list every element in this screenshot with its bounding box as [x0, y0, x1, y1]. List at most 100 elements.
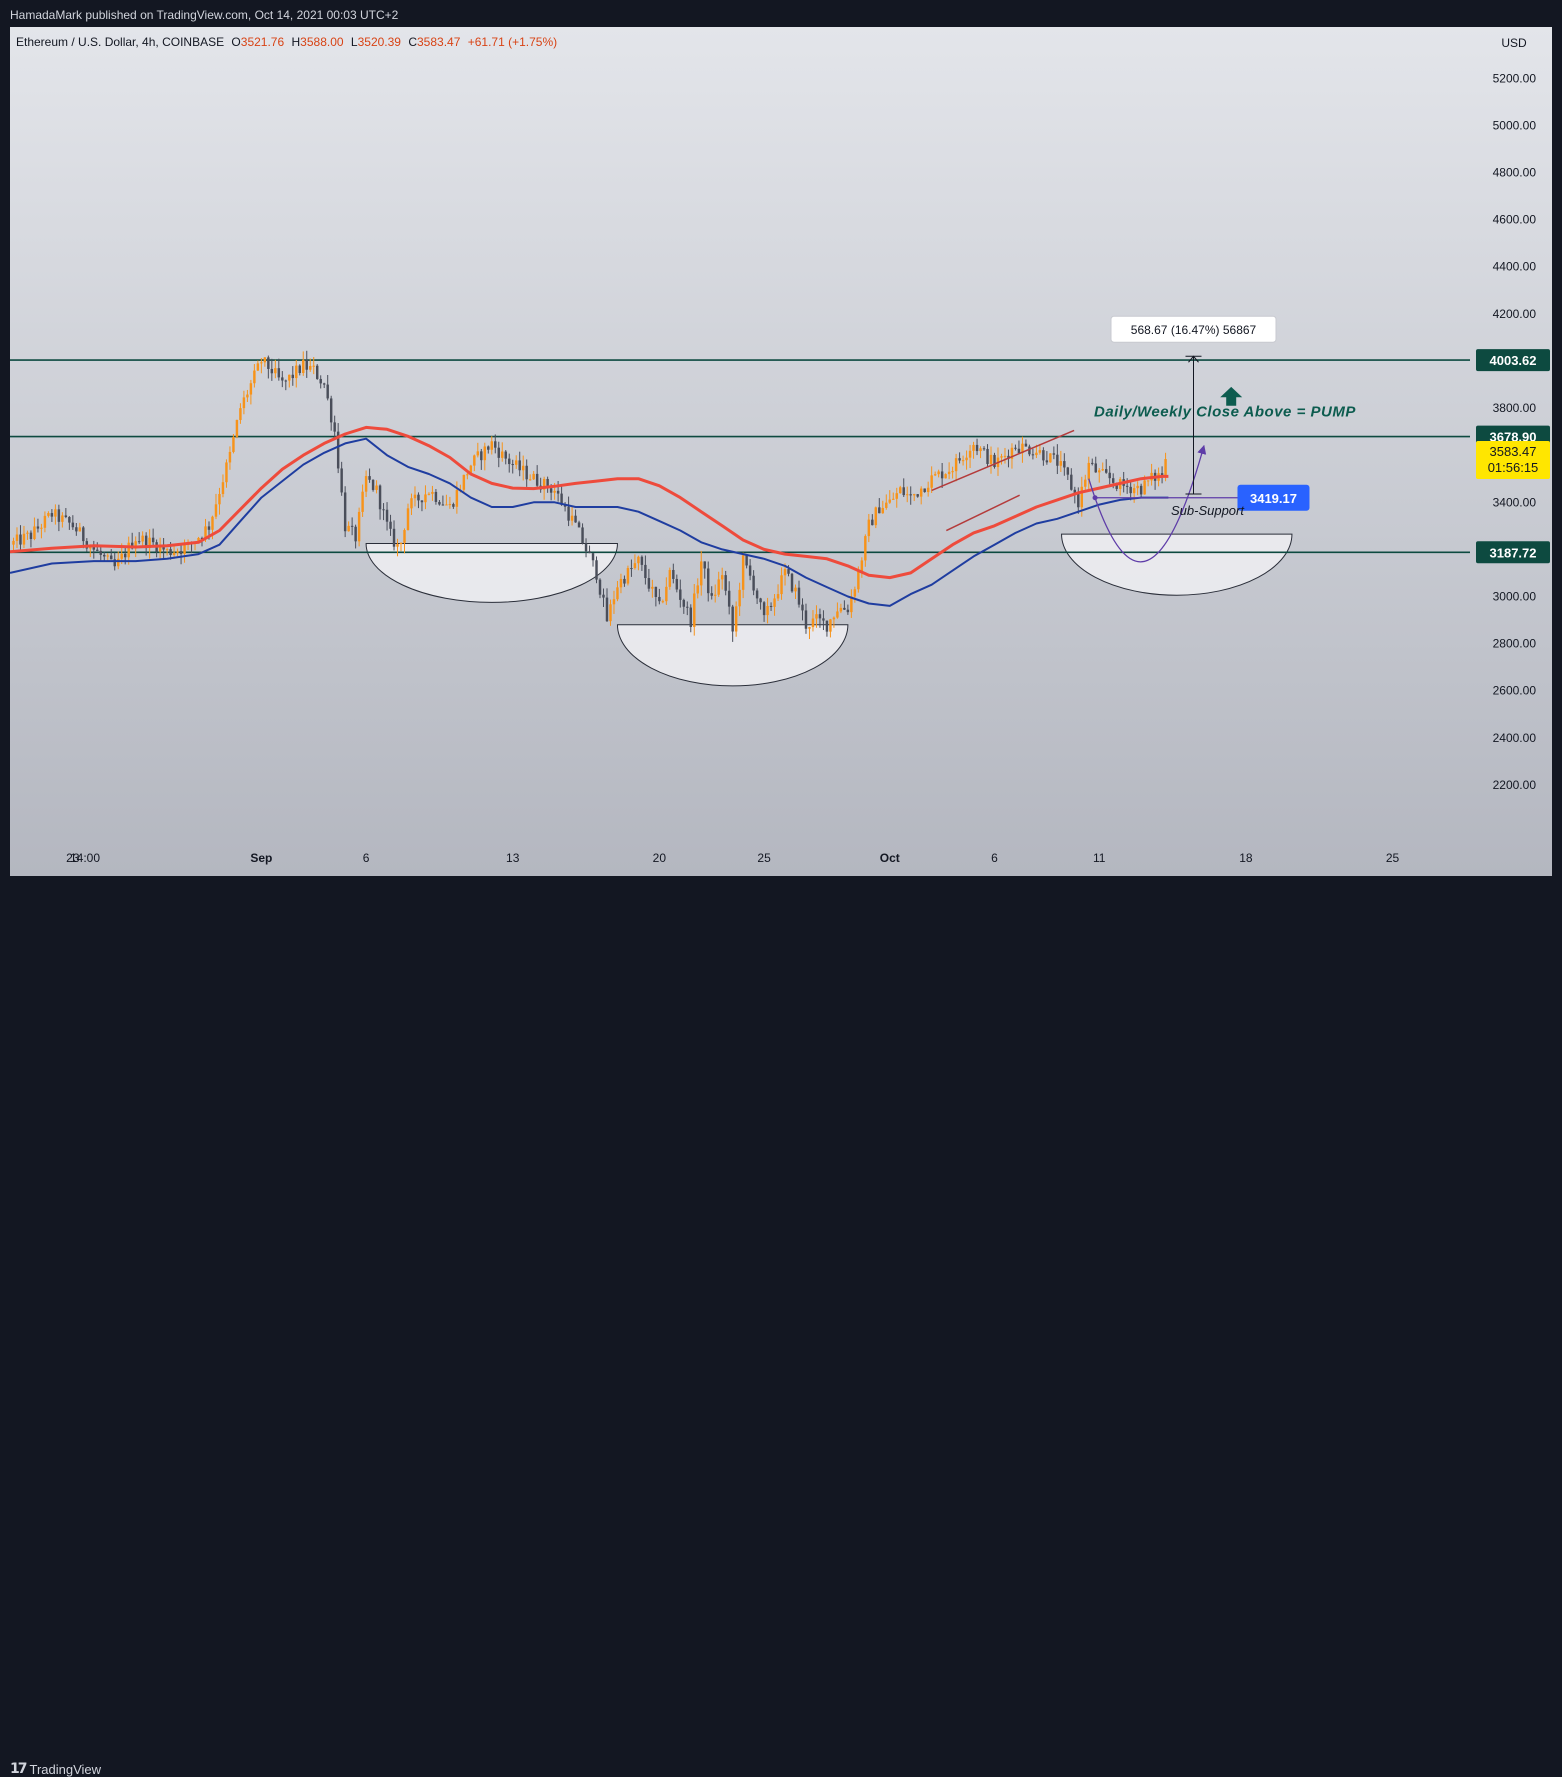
cup-pattern-0 [365, 542, 618, 603]
candle-body-0 [12, 540, 15, 545]
candle-body-11 [50, 513, 54, 517]
candle-body-280 [989, 454, 993, 464]
y-tick-label-14: 5000.00 [1493, 118, 1537, 132]
sub-support-price-callout[interactable] [1237, 484, 1310, 511]
price-chart[interactable]: 3419.17 Sub-Support 568.67 (16.47%) 56867 D… [10, 27, 1552, 876]
candle-body-301 [1063, 461, 1066, 468]
candle-body-39 [148, 537, 151, 549]
candle-body-153 [546, 478, 549, 489]
candle-body-116 [417, 494, 420, 501]
candle-body-250 [885, 502, 888, 508]
candle-body-264 [933, 474, 937, 476]
candle-body-316 [1115, 482, 1118, 489]
candle-body-266 [940, 471, 944, 479]
candle-body-311 [1098, 470, 1101, 473]
candle-body-315 [1111, 478, 1115, 483]
candle-body-49 [183, 544, 186, 554]
candle-body-166 [591, 553, 595, 561]
horizontal-levels[interactable] [10, 359, 1470, 554]
candle-body-27 [106, 555, 109, 557]
tradingview-logo-icon: 17 [10, 1761, 28, 1777]
y-tick-label-13: 4800.00 [1493, 166, 1537, 180]
sub-support-anchor[interactable] [1092, 495, 1098, 501]
footer-bar: 17 TradingView [0, 876, 1562, 1777]
candle-body-100 [361, 491, 364, 512]
candle-body-4 [26, 532, 29, 534]
candle-body-254 [899, 487, 902, 494]
candle-body-77 [281, 377, 284, 381]
candle-body-213 [755, 590, 759, 599]
candle-body-157 [560, 493, 563, 505]
cup-pattern-1 [616, 624, 849, 687]
candle-body-9 [43, 515, 47, 528]
tradingview-logo[interactable]: 17 TradingView [10, 1761, 101, 1777]
candle-body-199 [707, 568, 710, 594]
candle-body-129 [462, 474, 466, 490]
candle-body-33 [127, 542, 130, 558]
legend-open-key: O [231, 35, 240, 49]
candle-body-30 [117, 558, 120, 567]
y-tick-label-8: 3800.00 [1493, 401, 1537, 415]
candle-body-186 [661, 601, 665, 603]
x-tick-label-0: 23 [66, 851, 80, 865]
candle-body-262 [926, 487, 930, 493]
candle-body-247 [874, 507, 878, 526]
candle-body-57 [211, 516, 214, 530]
x-tick-label-10: 18 [1239, 851, 1253, 865]
candle-body-198 [703, 561, 706, 569]
candle-body-122 [438, 501, 441, 505]
y-tick-label-1: 2400.00 [1493, 731, 1537, 745]
candle-body-126 [452, 504, 455, 507]
candle-body-325 [1146, 480, 1150, 482]
measure-arrow-head [1188, 355, 1199, 363]
candle-body-61 [225, 462, 228, 483]
candle-body-260 [919, 488, 923, 497]
candle-body-197 [700, 561, 703, 586]
candle-body-46 [172, 552, 176, 555]
candle-body-136 [487, 446, 490, 450]
candle-body-110 [396, 544, 399, 547]
y-tick-label-10: 4200.00 [1493, 307, 1537, 321]
candle-body-241 [853, 589, 857, 597]
candle-body-290 [1024, 443, 1028, 447]
candle-body-251 [888, 499, 891, 503]
candle-body-48 [179, 551, 183, 554]
candle-body-63 [232, 436, 235, 452]
pump-annotation: Daily/Weekly Close Above = PUMP [1094, 403, 1356, 420]
measure-label-box[interactable] [1110, 315, 1277, 343]
candle-body-101 [364, 476, 368, 492]
candle-body-161 [574, 515, 577, 523]
channel-top-line[interactable] [931, 429, 1075, 492]
candle-body-35 [134, 541, 137, 549]
candle-body-286 [1010, 447, 1014, 459]
current-price-text: 3583.47 [1490, 444, 1537, 459]
candle-body-246 [871, 519, 874, 526]
candle-body-154 [549, 488, 553, 493]
candle-body-105 [378, 485, 382, 510]
candle-body-3 [22, 533, 26, 545]
candle-body-170 [605, 597, 609, 622]
candle-body-243 [860, 560, 864, 572]
candle-body-252 [892, 498, 895, 500]
candle-body-303 [1070, 474, 1073, 490]
candle-body-141 [504, 451, 507, 459]
candle-body-148 [528, 479, 532, 481]
candle-body-205 [727, 590, 731, 607]
channel-bottom-line[interactable] [946, 494, 1020, 532]
candle-body-87 [315, 365, 319, 379]
candle-body-155 [553, 490, 556, 493]
candle-body-220 [780, 575, 783, 595]
candle-body-23 [92, 546, 96, 550]
candle-body-25 [99, 550, 102, 555]
candle-body-288 [1017, 448, 1021, 454]
y-tick-label-6: 3400.00 [1493, 495, 1537, 509]
candle-body-18 [75, 527, 78, 532]
candle-body-54 [200, 537, 204, 539]
candle-body-40 [151, 537, 155, 543]
candle-body-321 [1132, 488, 1136, 494]
candle-body-149 [532, 473, 535, 480]
drawings[interactable]: 3419.17 Sub-Support 568.67 (16.47%) 56867 D… [931, 315, 1357, 563]
candle-body-117 [420, 500, 424, 503]
candle-body-278 [982, 448, 986, 450]
candle-body-44 [165, 549, 169, 551]
